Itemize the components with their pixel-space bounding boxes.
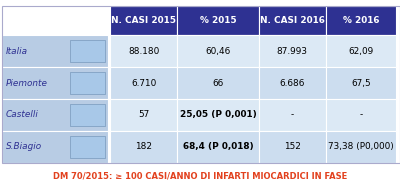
- Text: 73,38 (P0,000): 73,38 (P0,000): [328, 142, 394, 151]
- Text: 25,05 (P 0,001): 25,05 (P 0,001): [180, 110, 256, 120]
- Bar: [177, 6, 259, 35]
- Bar: [110, 6, 177, 35]
- Bar: [259, 35, 326, 67]
- Bar: [70, 104, 105, 126]
- Text: 67,5: 67,5: [351, 78, 371, 88]
- Text: 182: 182: [135, 142, 152, 151]
- Bar: [326, 6, 396, 35]
- Bar: [259, 67, 326, 99]
- Bar: [2, 131, 108, 163]
- Bar: [177, 131, 259, 163]
- Text: 88.180: 88.180: [128, 47, 159, 56]
- Text: -: -: [291, 110, 294, 120]
- Bar: [177, 35, 259, 67]
- Text: 87.993: 87.993: [277, 47, 308, 56]
- Bar: [177, 67, 259, 99]
- Bar: [110, 67, 177, 99]
- Text: Castelli: Castelli: [6, 110, 39, 120]
- Bar: [259, 6, 326, 35]
- Text: 60,46: 60,46: [205, 47, 230, 56]
- Bar: [326, 99, 396, 131]
- Text: 6.710: 6.710: [131, 78, 156, 88]
- Bar: [2, 35, 108, 67]
- Text: 57: 57: [138, 110, 149, 120]
- Text: 66: 66: [212, 78, 224, 88]
- Bar: [110, 35, 177, 67]
- Bar: [177, 99, 259, 131]
- Text: N. CASI 2016: N. CASI 2016: [260, 16, 325, 25]
- Text: 62,09: 62,09: [348, 47, 374, 56]
- Bar: [326, 35, 396, 67]
- Bar: [70, 72, 105, 94]
- Bar: [110, 99, 177, 131]
- Bar: [326, 67, 396, 99]
- Bar: [2, 99, 108, 131]
- Text: 68,4 (P 0,018): 68,4 (P 0,018): [183, 142, 253, 151]
- Bar: [259, 99, 326, 131]
- Text: -: -: [359, 110, 362, 120]
- Text: % 2015: % 2015: [200, 16, 236, 25]
- Bar: [259, 131, 326, 163]
- Bar: [326, 131, 396, 163]
- Text: 6.686: 6.686: [280, 78, 305, 88]
- Bar: [2, 6, 400, 163]
- Bar: [70, 136, 105, 158]
- Bar: [2, 67, 108, 99]
- Bar: [110, 131, 177, 163]
- Text: Piemonte: Piemonte: [6, 78, 48, 88]
- Text: Italia: Italia: [6, 47, 28, 56]
- Text: N. CASI 2015: N. CASI 2015: [111, 16, 176, 25]
- Bar: [70, 40, 105, 62]
- Text: 152: 152: [284, 142, 301, 151]
- Text: DM 70/2015: ≥ 100 CASI/ANNO DI INFARTI MIOCARDICI IN FASE: DM 70/2015: ≥ 100 CASI/ANNO DI INFARTI M…: [53, 172, 347, 181]
- Text: % 2016: % 2016: [343, 16, 379, 25]
- Text: S.Biagio: S.Biagio: [6, 142, 42, 151]
